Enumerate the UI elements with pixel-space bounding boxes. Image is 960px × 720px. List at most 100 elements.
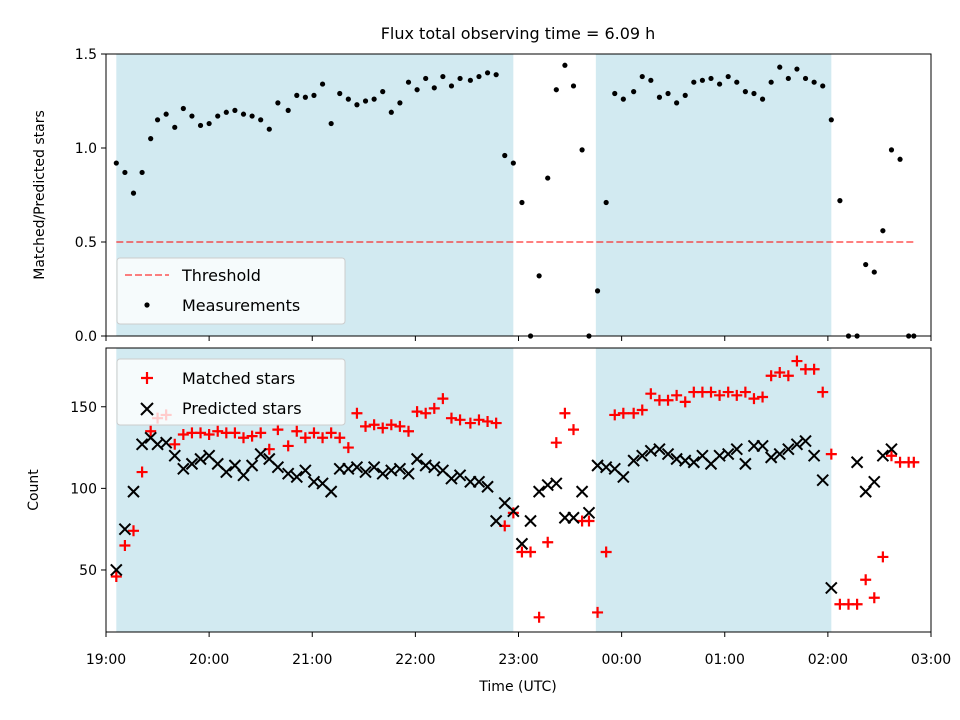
predicted-star-point	[721, 447, 735, 461]
measurement-point	[311, 92, 317, 98]
predicted-star-point	[807, 449, 821, 462]
matched-star-point	[299, 432, 311, 444]
measurement-point	[467, 77, 473, 83]
measurement-point	[388, 109, 394, 115]
predicted-star-point	[782, 442, 795, 456]
matched-star-point	[342, 442, 354, 454]
matched-star-point	[868, 592, 880, 604]
measurement-point	[665, 90, 671, 97]
matched-star-point	[705, 386, 717, 398]
measurement-point	[794, 66, 800, 72]
matched-star-point	[394, 420, 406, 432]
measurement-point	[258, 117, 264, 123]
predicted-star-point	[582, 506, 596, 520]
predicted-star-point	[245, 459, 259, 472]
matched-star-point	[885, 450, 897, 462]
measurement-point	[362, 98, 369, 104]
predicted-star-point	[359, 465, 372, 479]
measurement-point	[163, 111, 169, 117]
predicted-star-point	[177, 462, 190, 475]
predicted-star-point	[402, 467, 415, 480]
measurement-point	[768, 79, 774, 85]
matched-star-point	[282, 440, 294, 452]
measurement-point	[699, 77, 706, 83]
matched-star-point	[525, 546, 537, 558]
matched-star-point	[212, 425, 224, 437]
measurement-point	[423, 75, 429, 82]
matched-star-point	[291, 425, 303, 437]
measurement-point	[612, 90, 618, 97]
predicted-star-point	[271, 460, 285, 474]
measurement-point	[510, 160, 516, 166]
predicted-star-point	[445, 472, 458, 485]
x-tick-label: 23:00	[498, 652, 538, 668]
matched-star-point	[748, 393, 760, 405]
legend-measurements-swatch	[144, 302, 150, 308]
predicted-star-point	[507, 505, 520, 518]
matched-star-point	[550, 437, 562, 449]
matched-star-point	[507, 507, 519, 519]
matched-star-point	[671, 389, 683, 401]
predicted-star-point	[481, 480, 494, 493]
top-legend-box	[116, 257, 346, 325]
predicted-star-point	[773, 447, 786, 461]
predicted-star-point	[489, 514, 503, 528]
x-tick-label: 19:00	[86, 652, 126, 668]
measurement-point	[837, 198, 843, 204]
matched-star-point	[860, 574, 872, 586]
measurement-point	[620, 96, 626, 102]
measurement-point	[122, 169, 128, 176]
matched-star-point	[454, 414, 466, 426]
measurement-point	[594, 288, 601, 294]
matched-star-point	[908, 456, 920, 468]
measurement-point	[682, 92, 688, 98]
measurement-point	[897, 156, 903, 162]
measurement-point	[536, 273, 542, 279]
predicted-star-point	[790, 438, 804, 451]
measurement-point	[716, 81, 723, 87]
top-x-ticks	[105, 336, 932, 341]
predicted-star-point	[617, 470, 630, 484]
measurement-point	[811, 79, 817, 85]
predicted-star-point	[876, 449, 890, 462]
measurement-point	[440, 73, 446, 80]
matched-star-point	[645, 388, 657, 400]
matched-star-point	[583, 515, 595, 527]
matched-star-point	[877, 551, 889, 563]
bottom-y-axis-label: Count	[26, 469, 42, 511]
measurement-point	[484, 70, 491, 76]
measurement-point	[639, 73, 645, 80]
measurement-point	[294, 92, 300, 98]
predicted-star-point	[756, 439, 769, 453]
predicted-star-point	[532, 485, 546, 498]
matched-star-point	[360, 420, 372, 432]
top-y-ticks: 0.0 0.5 1.0 1.5	[75, 47, 106, 345]
matched-star-point	[782, 370, 794, 382]
x-tick-label: 21:00	[292, 652, 332, 668]
matched-star-point	[334, 432, 346, 444]
predicted-star-point	[393, 462, 407, 475]
measurement-point	[319, 81, 326, 87]
predicted-star-point	[636, 449, 649, 462]
matched-star-point	[592, 606, 604, 618]
measurement-point	[502, 152, 508, 159]
predicted-star-point	[159, 436, 173, 449]
predicted-star-point	[228, 459, 242, 472]
matched-star-point	[851, 598, 863, 610]
measurement-point	[648, 77, 654, 83]
measurement-point	[457, 75, 463, 82]
matched-star-point	[411, 406, 423, 418]
measurement-point	[354, 102, 360, 108]
predicted-star-point	[567, 511, 580, 524]
matched-star-point	[559, 407, 571, 419]
predicted-star-point	[376, 467, 389, 480]
measurement-point	[476, 73, 482, 80]
measurement-point	[223, 109, 229, 115]
matched-star-point	[473, 414, 485, 426]
predicted-star-point	[859, 485, 872, 498]
measurement-point	[785, 75, 791, 82]
measurement-point	[656, 94, 663, 100]
matched-star-point	[739, 386, 751, 398]
measurement-point	[570, 83, 577, 89]
